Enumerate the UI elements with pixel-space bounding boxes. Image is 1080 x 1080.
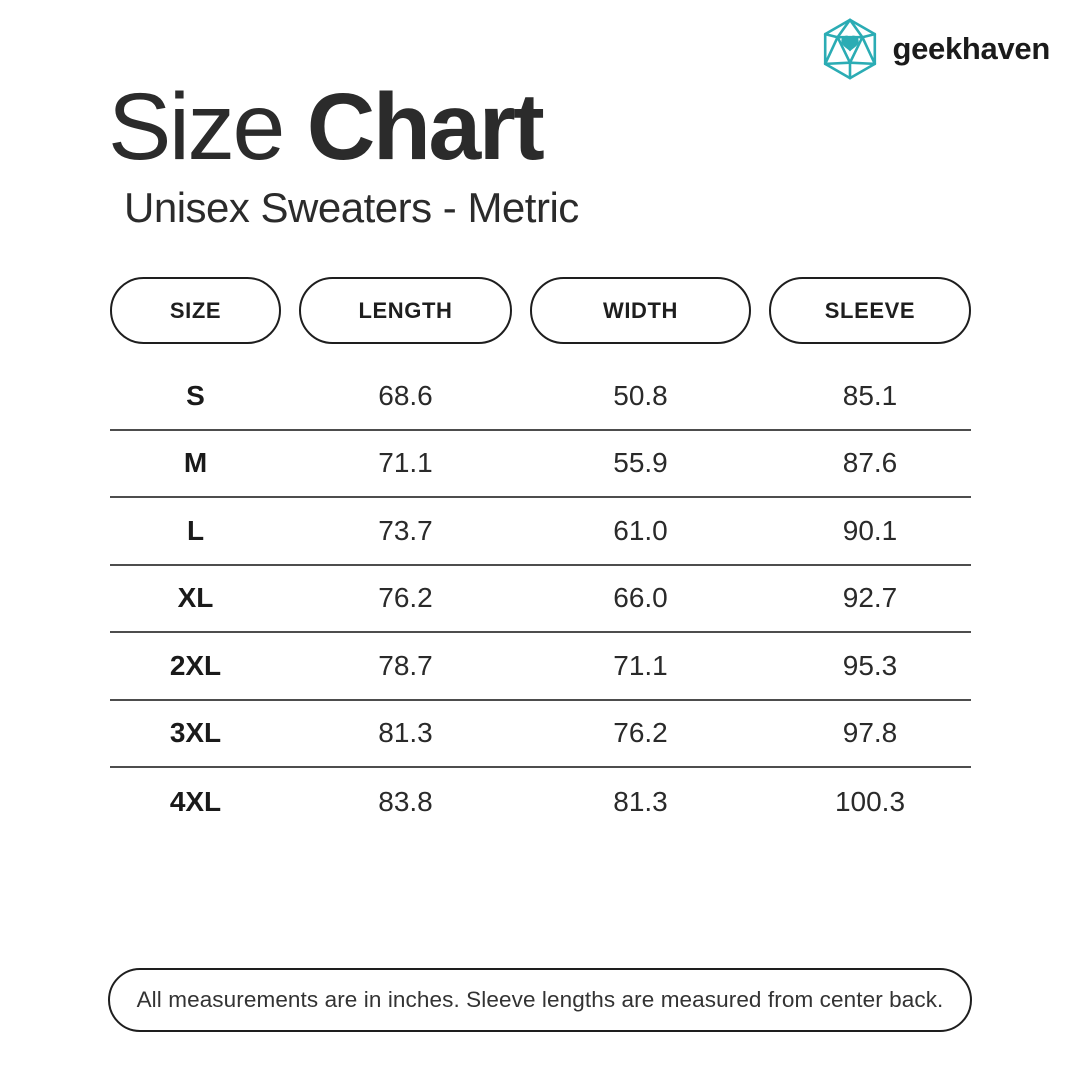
length-value: 71.1 bbox=[378, 447, 433, 479]
width-value: 50.8 bbox=[613, 379, 668, 411]
table-row: XL 76.2 66.0 92.7 bbox=[110, 566, 971, 633]
sleeve-value: 97.8 bbox=[842, 717, 898, 749]
width-value: 76.2 bbox=[613, 717, 668, 749]
table-row: 2XL 78.7 71.1 95.3 bbox=[110, 633, 971, 701]
sleeve-value: 90.1 bbox=[842, 514, 898, 546]
length-value: 83.8 bbox=[378, 785, 433, 817]
size-label: 4XL bbox=[169, 785, 222, 817]
table-body: S 68.6 50.8 85.1 M 71.1 55.9 87.6 L 73.7… bbox=[110, 363, 971, 836]
size-label: 3XL bbox=[169, 717, 222, 749]
table-row: 4XL 83.8 81.3 100.3 bbox=[110, 768, 971, 836]
size-label: 2XL bbox=[169, 649, 222, 681]
column-header-size: SIZE bbox=[110, 277, 281, 344]
size-label: L bbox=[186, 514, 205, 546]
table-row: 3XL 81.3 76.2 97.8 bbox=[110, 701, 971, 768]
sleeve-value: 100.3 bbox=[834, 785, 906, 817]
page-title-bold: Chart bbox=[306, 74, 545, 180]
width-value: 61.0 bbox=[613, 514, 668, 546]
length-value: 76.2 bbox=[378, 582, 433, 614]
brand-logo: geekhaven bbox=[819, 17, 1050, 81]
width-value: 55.9 bbox=[613, 447, 668, 479]
size-label: S bbox=[186, 379, 205, 411]
size-label: XL bbox=[177, 582, 214, 614]
length-value: 78.7 bbox=[378, 649, 433, 681]
length-value: 73.7 bbox=[378, 514, 433, 546]
table-row: S 68.6 50.8 85.1 bbox=[110, 363, 971, 431]
column-header-width: WIDTH bbox=[530, 277, 751, 344]
table-header-row: SIZE LENGTH WIDTH SLEEVE bbox=[110, 277, 971, 344]
sleeve-value: 92.7 bbox=[842, 582, 898, 614]
column-header-sleeve: SLEEVE bbox=[769, 277, 971, 344]
width-value: 66.0 bbox=[613, 582, 668, 614]
width-value: 71.1 bbox=[613, 649, 668, 681]
d20-heart-icon bbox=[824, 18, 877, 80]
measurement-note: All measurements are in inches. Sleeve l… bbox=[108, 968, 972, 1032]
length-value: 68.6 bbox=[378, 379, 433, 411]
length-value: 81.3 bbox=[378, 717, 433, 749]
brand-name: geekhaven bbox=[892, 31, 1050, 66]
column-header-length: LENGTH bbox=[299, 277, 512, 344]
sleeve-value: 87.6 bbox=[842, 447, 898, 479]
sleeve-value: 85.1 bbox=[842, 379, 898, 411]
sleeve-value: 95.3 bbox=[842, 649, 898, 681]
table-row: M 71.1 55.9 87.6 bbox=[110, 431, 971, 498]
table-row: L 73.7 61.0 90.1 bbox=[110, 498, 971, 566]
width-value: 81.3 bbox=[613, 785, 668, 817]
size-label: M bbox=[183, 447, 208, 479]
page-title-light: Size bbox=[108, 74, 285, 180]
page-title: Size Chart bbox=[108, 80, 545, 175]
size-table: SIZE LENGTH WIDTH SLEEVE S 68.6 50.8 85.… bbox=[110, 277, 971, 836]
page-subtitle: Unisex Sweaters - Metric bbox=[124, 184, 579, 231]
